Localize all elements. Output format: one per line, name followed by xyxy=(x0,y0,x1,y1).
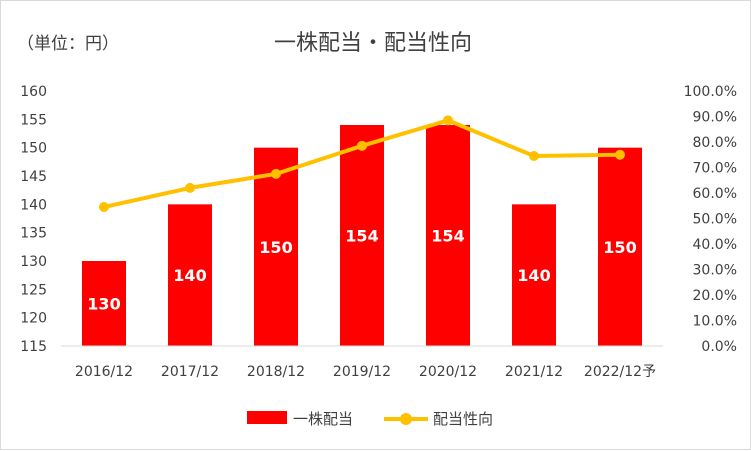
right-tick-label: 80.0% xyxy=(693,135,737,151)
bar xyxy=(512,204,556,346)
right-tick-label: 0.0% xyxy=(701,339,737,355)
left-tick-label: 130 xyxy=(20,254,47,270)
bar xyxy=(254,147,298,346)
right-y-axis: 100.0% 90.0% 80.0% 70.0% 60.0% 50.0% 40.0% 30.0… xyxy=(684,84,737,355)
bar-data-label: 140 xyxy=(173,266,206,285)
bar xyxy=(340,125,384,346)
right-tick-label: 90.0% xyxy=(693,110,737,126)
bar-data-label: 150 xyxy=(603,238,636,257)
left-tick-label: 160 xyxy=(20,84,47,100)
right-tick-label: 20.0% xyxy=(693,288,737,304)
left-tick-label: 140 xyxy=(20,197,47,213)
bar-data-label: 130 xyxy=(87,295,120,314)
legend: 一株配当 配当性向 xyxy=(247,410,493,428)
x-tick-label: 2018/12 xyxy=(247,364,305,380)
data-labels: 130 140 150 154 154 140 150 xyxy=(87,227,636,314)
bar-data-label: 150 xyxy=(259,238,292,257)
legend-label-bar: 一株配当 xyxy=(293,410,353,428)
x-tick-label: 2022/12予 xyxy=(584,364,656,380)
left-tick-label: 125 xyxy=(20,282,47,298)
x-tick-label: 2020/12 xyxy=(419,364,477,380)
line-point xyxy=(529,151,539,162)
x-tick-label: 2021/12 xyxy=(505,364,563,380)
line-point xyxy=(357,140,367,151)
left-y-axis: 160 155 150 145 140 135 130 125 120 115 xyxy=(20,84,47,355)
line-point xyxy=(615,149,625,160)
bar-data-label: 154 xyxy=(431,227,464,246)
bar xyxy=(426,125,470,346)
left-tick-label: 145 xyxy=(20,169,47,185)
right-tick-label: 100.0% xyxy=(684,84,737,100)
left-tick-label: 135 xyxy=(20,226,47,242)
bar xyxy=(168,204,212,346)
chart-title: 一株配当・配当性向 xyxy=(274,31,472,56)
right-tick-label: 30.0% xyxy=(693,263,737,279)
legend-swatch-bar xyxy=(247,411,287,424)
right-tick-label: 40.0% xyxy=(693,237,737,253)
bar-data-label: 140 xyxy=(517,266,550,285)
bar-data-label: 154 xyxy=(345,227,378,246)
bar xyxy=(82,261,126,346)
line-series xyxy=(99,115,625,213)
bar xyxy=(598,147,642,346)
x-tick-label: 2016/12 xyxy=(75,364,133,380)
legend-marker-line xyxy=(400,413,412,425)
right-tick-label: 70.0% xyxy=(693,161,737,177)
right-tick-label: 50.0% xyxy=(693,212,737,228)
x-tick-label: 2019/12 xyxy=(333,364,391,380)
left-tick-label: 155 xyxy=(20,112,47,128)
legend-label-line: 配当性向 xyxy=(433,410,493,428)
right-tick-label: 60.0% xyxy=(693,186,737,202)
bar-series xyxy=(82,125,642,346)
line-point xyxy=(443,115,453,126)
left-tick-label: 115 xyxy=(20,339,47,355)
x-axis: 2016/12 2017/12 2018/12 2019/12 2020/12 2021/… xyxy=(75,364,656,380)
right-tick-label: 10.0% xyxy=(693,314,737,330)
line-point xyxy=(271,168,281,179)
left-tick-label: 150 xyxy=(20,141,47,157)
line-point xyxy=(99,202,109,213)
line-point xyxy=(185,182,195,193)
left-tick-label: 120 xyxy=(20,311,47,327)
x-tick-label: 2017/12 xyxy=(161,364,219,380)
unit-label: （単位：円） xyxy=(17,34,119,54)
